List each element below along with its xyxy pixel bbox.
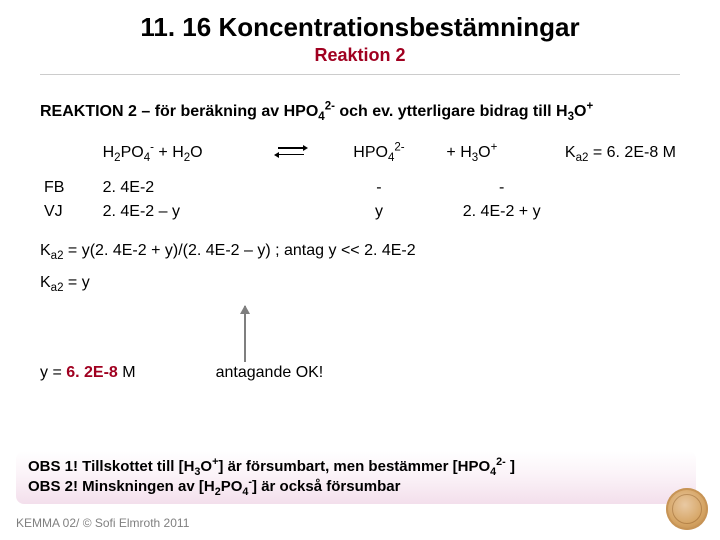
heading-text-a: REAKTION 2 – för beräkning av HPO [40, 103, 318, 120]
y-result: y = 6. 2E-8 M [40, 364, 136, 382]
rhs-1: HPO42- [353, 144, 404, 161]
y-value: 6. 2E-8 [66, 364, 118, 381]
obs-1: OBS 1! Tillskottet till [H3O+] är försum… [28, 457, 684, 477]
heading-text-b: och ev. ytterligare bidrag till H [335, 103, 568, 120]
fb-c: - [442, 176, 561, 200]
t: K [40, 242, 51, 259]
obs-2: OBS 2! Minskningen av [H2PO4-] är också … [28, 477, 684, 497]
slide: 11. 16 Koncentrationsbestämningar Reakti… [0, 0, 720, 540]
t: PO [221, 478, 243, 495]
t: PO [121, 144, 144, 161]
t: = 6. 2E-8 M [588, 144, 676, 161]
equilibrium-arrows-icon [274, 144, 308, 158]
fb-row: FB 2. 4E-2 - - [40, 176, 680, 200]
assumption-row: y = 6. 2E-8 M antagande OK! [40, 306, 680, 382]
ka-expression: Ka2 = y(2. 4E-2 + y)/(2. 4E-2 – y) ; ant… [40, 242, 680, 260]
t: OBS 2! Minskningen av [H [28, 478, 215, 495]
t: H [103, 144, 115, 161]
t: = y(2. 4E-2 + y)/(2. 4E-2 – y) ; antag y… [63, 242, 415, 259]
t: HPO [353, 144, 388, 161]
t: O [478, 144, 490, 161]
up-arrow-icon [244, 306, 246, 362]
t: O [190, 144, 202, 161]
vj-row: VJ 2. 4E-2 – y y 2. 4E-2 + y [40, 200, 680, 224]
t: K [40, 274, 51, 291]
reaction-heading: REAKTION 2 – för beräkning av HPO42- och… [40, 103, 680, 121]
t: K [565, 144, 576, 161]
lhs: H2PO4- + H2O [103, 144, 203, 161]
t: ] är också försumbar [252, 478, 400, 495]
t: ] [506, 458, 515, 475]
vj-label: VJ [40, 200, 99, 224]
footer-text: KEMMA 02/ © Sofi Elmroth 2011 [16, 516, 189, 530]
vj-b: y [316, 200, 443, 224]
t: M [118, 364, 136, 381]
observation-box: OBS 1! Tillskottet till [H3O+] är försum… [16, 451, 696, 504]
t: OBS 1! Tillskottet till [H [28, 458, 194, 475]
vj-a: 2. 4E-2 – y [99, 200, 266, 224]
slide-title: 11. 16 Koncentrationsbestämningar [40, 12, 680, 43]
t: = y [63, 274, 89, 291]
fb-b: - [316, 176, 443, 200]
rhs-2: + H3O+ [446, 144, 497, 161]
divider [40, 74, 680, 75]
reaction-table: H2PO4- + H2O HPO42- + H3O+ [40, 141, 680, 224]
t: ] är försumbart, men bestämmer [HPO [218, 458, 490, 475]
ka-value: Ka2 = 6. 2E-8 M [565, 144, 676, 161]
university-seal-icon [666, 488, 708, 530]
fb-label: FB [40, 176, 99, 200]
fb-a: 2. 4E-2 [99, 176, 266, 200]
reaction-row: H2PO4- + H2O HPO42- + H3O+ [40, 141, 680, 166]
ka-equals-y: Ka2 = y [40, 274, 680, 292]
t: + H [446, 144, 471, 161]
t: + H [154, 144, 184, 161]
slide-subtitle: Reaktion 2 [40, 45, 680, 66]
vj-c: 2. 4E-2 + y [442, 200, 561, 224]
t: y = [40, 364, 66, 381]
assumption-ok: antagande OK! [216, 364, 324, 382]
